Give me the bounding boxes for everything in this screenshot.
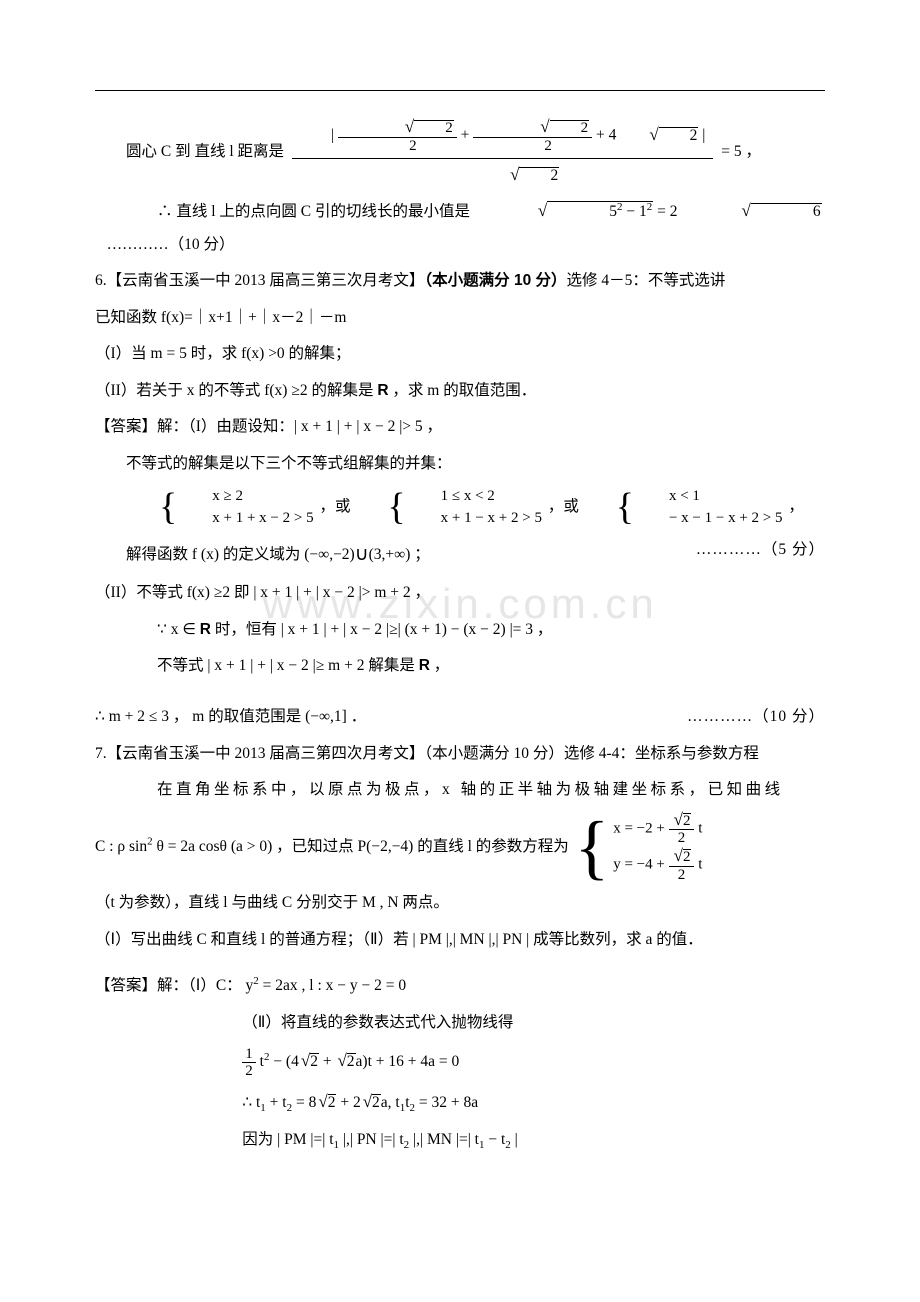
- q6-R-3: R: [419, 657, 430, 674]
- q7-intro1: 在直角坐标系中，以原点为极点，x 轴的正半轴为极轴建坐标系，已知曲线: [95, 774, 825, 807]
- eq3-c: |,| MN |=| t: [409, 1131, 479, 1148]
- half: 12: [242, 1046, 256, 1080]
- den2b: 2: [473, 138, 592, 155]
- q7-sol2-intro: （Ⅱ）将直线的参数表达式代入抛物线得: [95, 1007, 825, 1040]
- p2-line: ∴ 直线 l 上的点向圆 C 引的切线长的最小值是 52 − 12 = 26 ……: [95, 193, 825, 261]
- q7-parts: （Ⅰ）写出曲线 C 和直线 l 的普通方程；（Ⅱ）若 | PM |,| MN |…: [95, 924, 825, 957]
- q6-part2-b: ，求 m 的取值范围．: [389, 382, 537, 399]
- eq3-b: |,| PN |=| t: [339, 1131, 404, 1148]
- eq3-e: |: [511, 1131, 518, 1148]
- eq2-d: + 2: [336, 1094, 360, 1111]
- sqrt-52-12: 52 − 12: [474, 193, 653, 229]
- eq1-b: t: [256, 1053, 264, 1070]
- eq1-e: a)t + 16 + 4a = 0: [356, 1053, 460, 1070]
- sys2-r2: x + 1 − x + 2 > 5: [410, 507, 542, 530]
- eq2-g: = 32 + 8a: [415, 1094, 478, 1111]
- top-rule: [95, 90, 825, 91]
- p2-score: …………（10 分）: [107, 236, 235, 253]
- q6-src: 6.【云南省玉溪一中 2013 届高三第三次月考文】: [95, 272, 424, 289]
- p1-line: 圆心 C 到 直线 l 距离是 | 22 + 22 + 42 | 2 = 5 ，: [95, 116, 825, 189]
- q6-domain-a: 解得函数 f (x) 的定义域为 (−∞,−2): [126, 546, 355, 563]
- q6-title: （本小题满分 10 分）: [424, 272, 566, 289]
- param-y: y = −4 + 22 t: [613, 847, 702, 883]
- sqrt2-b: 2: [550, 120, 590, 136]
- sys3-r1: x < 1: [638, 485, 783, 508]
- q6-domain-b: (3,+∞) ；: [369, 546, 430, 563]
- param-sys: { x = −2 + 22 t y = −4 + 22 t: [575, 811, 703, 883]
- p1-fraction: | 22 + 22 + 42 | 2: [292, 116, 714, 189]
- q6-p2-a: ∵ x ∈: [157, 621, 200, 638]
- p1-tail: = 5 ，: [721, 143, 761, 160]
- eq3-d: − t: [484, 1131, 505, 1148]
- sqrt2-c: 2: [659, 127, 699, 144]
- eq2-a: ∴ t: [242, 1094, 260, 1111]
- q6-concl-t: ∴ m + 2 ≤ 3 ， m 的取值范围是 (−∞,1] ．: [95, 708, 366, 725]
- or2: ，或: [548, 498, 579, 515]
- q7-curve: C : ρ sin2 θ = 2a cosθ (a > 0) ，已知过点 P(−…: [95, 811, 825, 883]
- q6-systems: { x ≥ 2 x + 1 + x − 2 > 5 ，或 { 1 ≤ x < 2…: [95, 485, 825, 530]
- sys2-r1: 1 ≤ x < 2: [410, 485, 542, 508]
- q7-header: 7.【云南省玉溪一中 2013 届高三第四次月考文】（本小题满分 10 分）选修…: [95, 738, 825, 771]
- q7-curve-b: θ = 2a cosθ (a > 0) ，已知过点 P(−2,−4) 的直线 l…: [153, 837, 569, 854]
- q6-header: 6.【云南省玉溪一中 2013 届高三第三次月考文】（本小题满分 10 分）选修…: [95, 265, 825, 298]
- q6-part2-a: （II）若关于 x 的不等式 f(x) ≥2 的解集是: [95, 382, 377, 399]
- q6-concl: ∴ m + 2 ≤ 3 ， m 的取值范围是 (−∞,1] ． …………（10 …: [95, 701, 825, 734]
- sqrt2-a: 2: [414, 120, 454, 136]
- score-10: …………（10 分）: [687, 701, 825, 734]
- big-union-icon: ∪: [355, 544, 369, 565]
- score-5: …………（5 分）: [665, 534, 825, 567]
- q6-part2: （II）若关于 x 的不等式 f(x) ≥2 的解集是 R ，求 m 的取值范围…: [95, 375, 825, 408]
- q7-curve-a: C : ρ sin: [95, 837, 147, 854]
- q7-intro2: （t 为参数），直线 l 与曲线 C 分别交于 M , N 两点。: [95, 887, 825, 920]
- eq2-c: = 8: [292, 1094, 316, 1111]
- param-x: x = −2 + 22 t: [613, 811, 702, 847]
- q7-ans1-a: 【答案】解：（Ⅰ）C： y: [95, 977, 253, 994]
- sys2: { 1 ≤ x < 2 x + 1 − x + 2 > 5: [356, 485, 542, 530]
- q6-p2-heng: ∵ x ∈ R 时，恒有 | x + 1 | + | x − 2 |≥| (x …: [95, 614, 825, 647]
- eq1-d: +: [319, 1053, 336, 1070]
- q7-eq2: ∴ t1 + t2 = 82 + 22a, t1t2 = 32 + 8a: [95, 1084, 825, 1120]
- q6-p2-b: 时，恒有 | x + 1 | + | x − 2 |≥| (x + 1) − (…: [211, 621, 552, 638]
- sqrt6: 6: [678, 193, 822, 229]
- p1-prefix: 圆心 C 到 直线 l 距离是: [126, 143, 284, 160]
- q6-part1: （I）当 m = 5 时，求 f(x) >0 的解集；: [95, 338, 825, 371]
- eq3-a: 因为 | PM |=| t: [242, 1131, 333, 1148]
- sys1-r2: x + 1 + x − 2 > 5: [181, 507, 313, 530]
- p2-prefix: ∴ 直线 l 上的点向圆 C 引的切线长的最小值是: [157, 203, 470, 220]
- sys3: { x < 1 − x − 1 − x + 2 > 5: [585, 485, 783, 530]
- or1: ，或: [319, 498, 350, 515]
- q7-ans1-b: = 2ax , l : x − y − 2 = 0: [259, 977, 406, 994]
- den2a: 2: [338, 138, 457, 155]
- q6-func: 已知函数 f(x)=｜x+1｜+｜x－2｜－m: [95, 302, 825, 335]
- q7-eq1: 12 t2 − (42 + 2a)t + 16 + 4a = 0: [95, 1043, 825, 1079]
- sys1: { x ≥ 2 x + 1 + x − 2 > 5: [128, 485, 314, 530]
- q6-R-1: R: [377, 382, 388, 399]
- q6-ans-label: 【答案】解：（I）由题设知：| x + 1 | + | x − 2 |> 5 ，: [95, 411, 825, 444]
- q6-domain: 解得函数 f (x) 的定义域为 (−∞,−2)∪(3,+∞) ； …………（5…: [95, 534, 825, 574]
- q6-tail: 选修 4－5：不等式选讲: [567, 272, 726, 289]
- eq2-e: a, t: [381, 1094, 400, 1111]
- comma-tail: ，: [788, 498, 804, 515]
- q6-R-2: R: [200, 621, 211, 638]
- q6-union-text: 不等式的解集是以下三个不等式组解集的并集：: [95, 448, 825, 481]
- q6-p2-d: ，: [430, 657, 449, 674]
- eq1-c: − (4: [269, 1053, 298, 1070]
- q7-eq3: 因为 | PM |=| t1 |,| PN |=| t2 |,| MN |=| …: [95, 1124, 825, 1157]
- sys1-r1: x ≥ 2: [181, 485, 313, 508]
- sys3-r2: − x − 1 − x + 2 > 5: [638, 507, 783, 530]
- q6-p2-c: 不等式 | x + 1 | + | x − 2 |≥ m + 2 解集是: [157, 657, 419, 674]
- sqrt2-d: 2: [519, 167, 559, 184]
- q6-p2-c-line: 不等式 | x + 1 | + | x − 2 |≥ m + 2 解集是 R ，: [95, 650, 825, 683]
- eq2-b: + t: [266, 1094, 287, 1111]
- q6-p2-line: （II）不等式 f(x) ≥2 即 | x + 1 | + | x − 2 |>…: [95, 577, 825, 610]
- q7-ans1: 【答案】解：（Ⅰ）C： y2 = 2ax , l : x − y − 2 = 0: [95, 970, 825, 1003]
